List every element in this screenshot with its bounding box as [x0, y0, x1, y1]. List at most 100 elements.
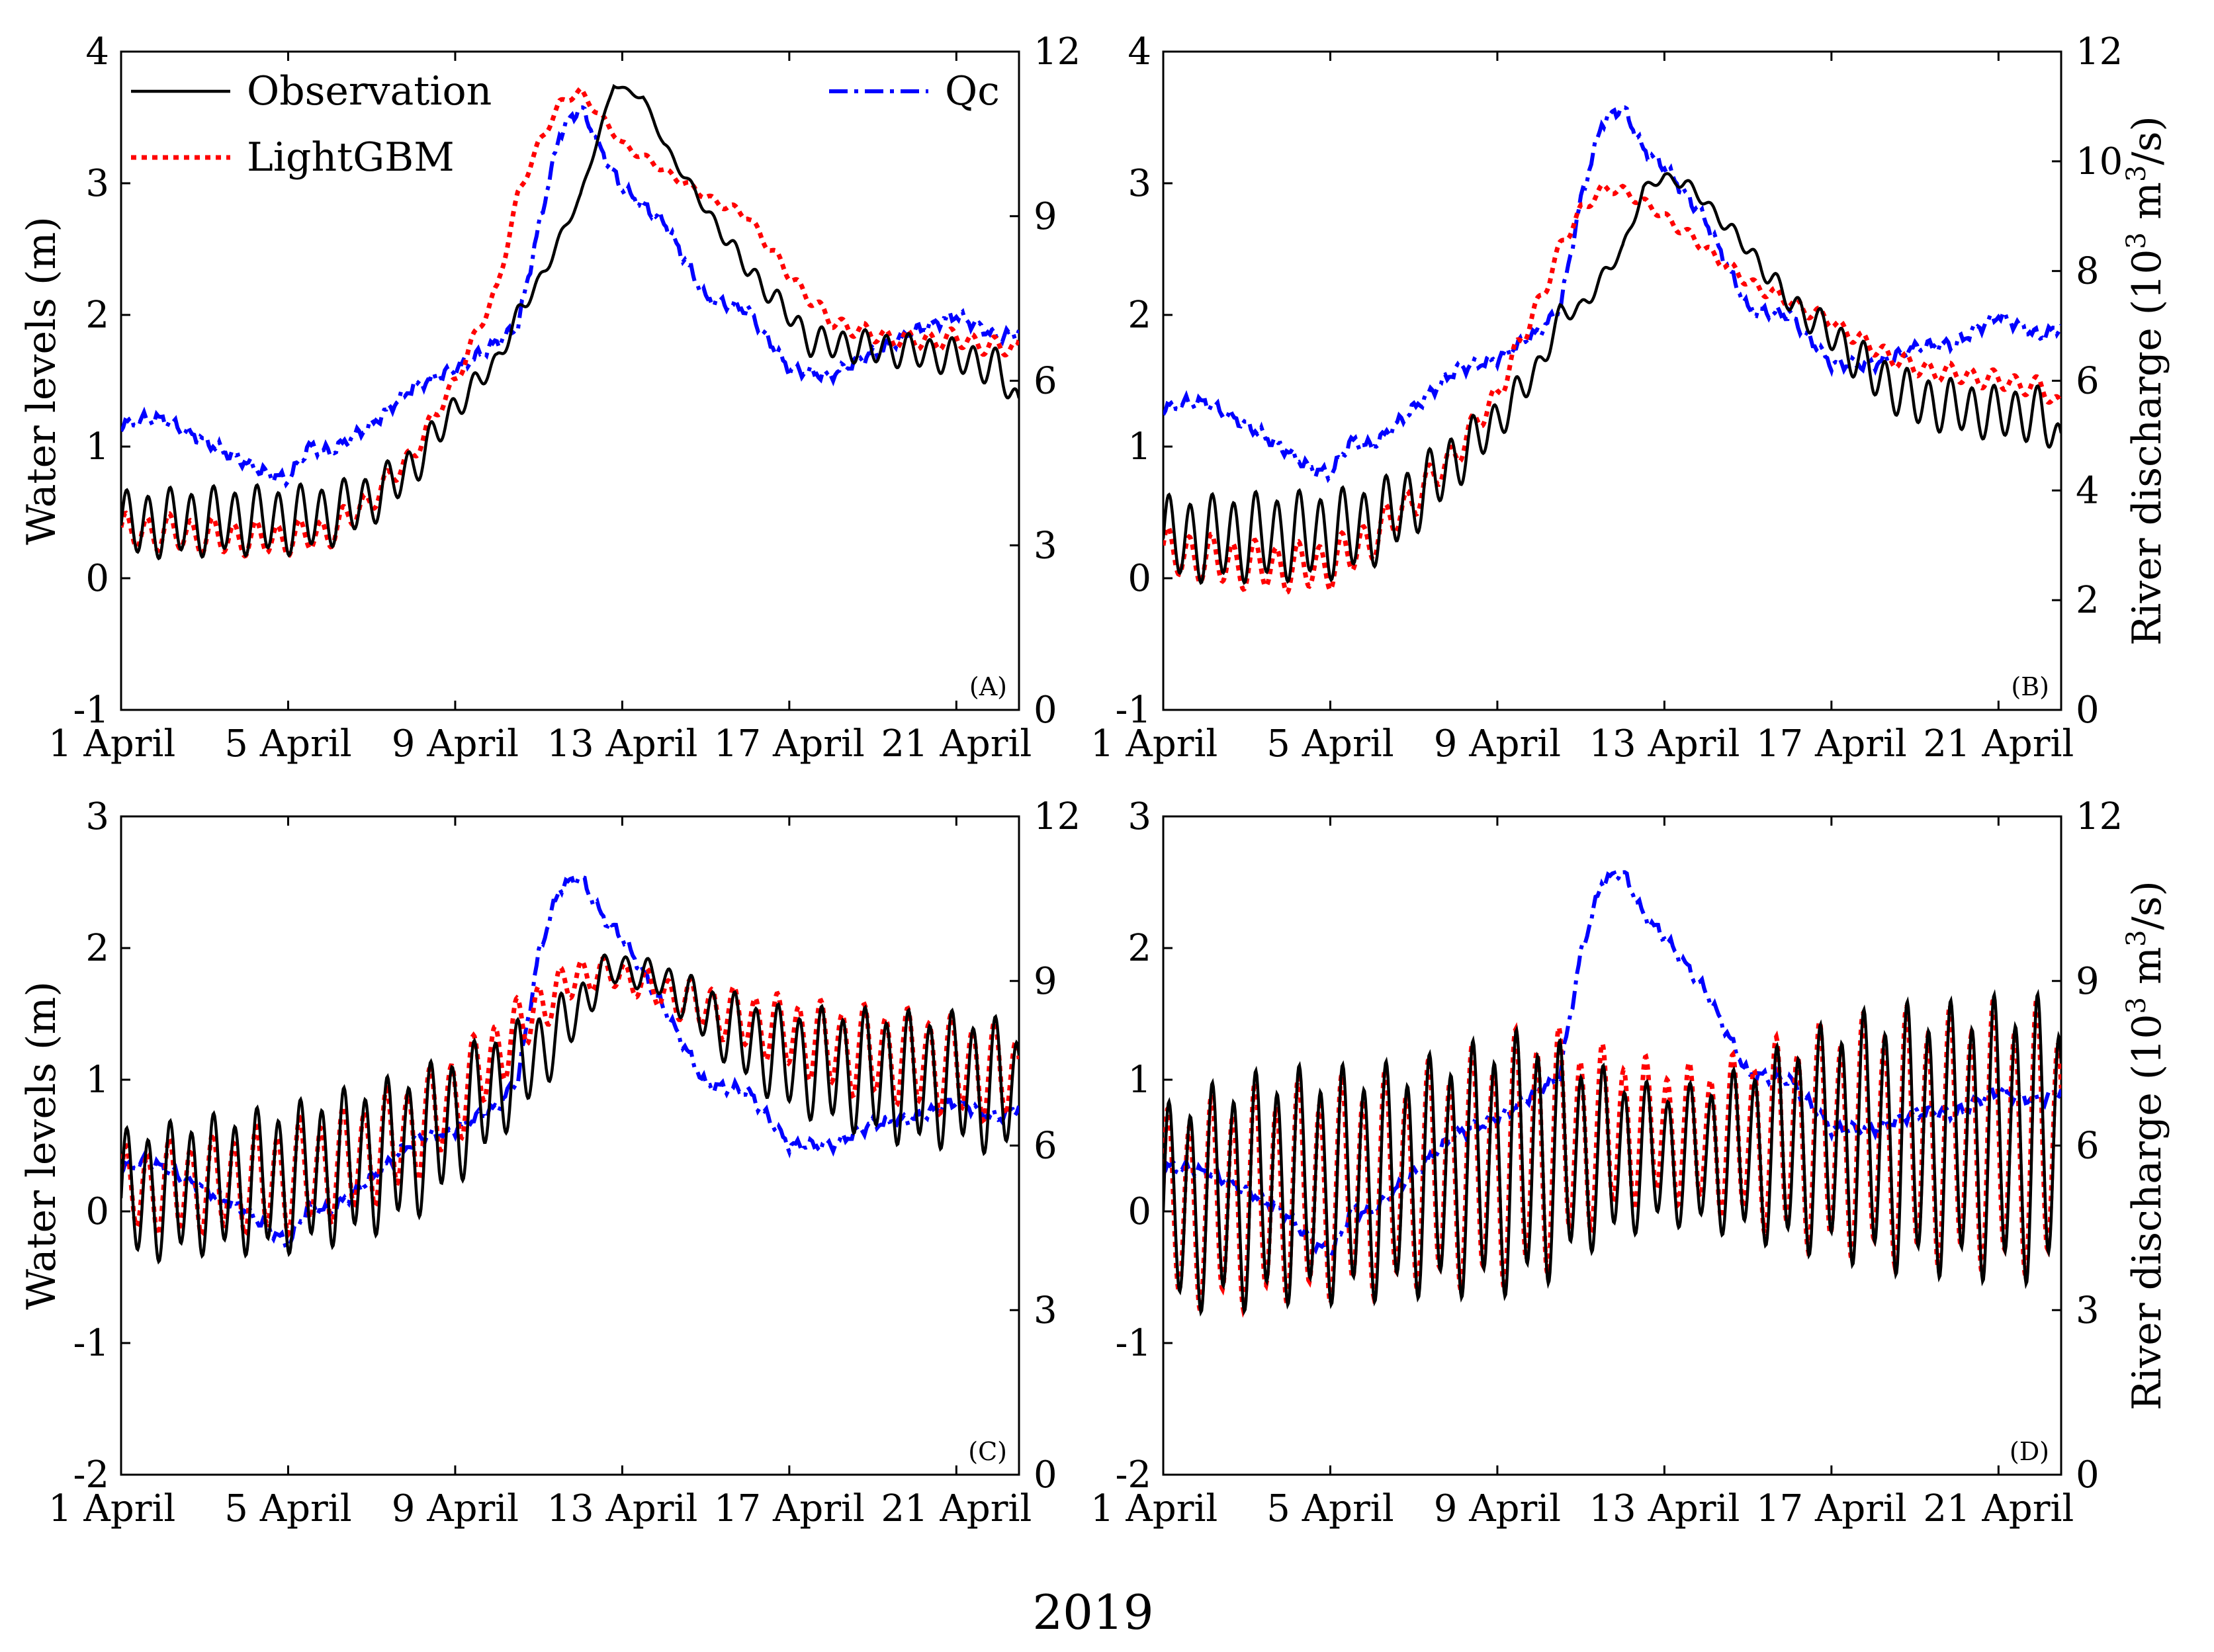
- y-right-tick-label: 0: [2076, 1454, 2100, 1497]
- axis-label-superscript: 3: [2121, 232, 2152, 249]
- y-right-tick-label: 6: [2076, 1125, 2100, 1168]
- x-tick-label: 13 April: [1589, 722, 1740, 765]
- x-tick-label: 5 April: [1266, 1487, 1394, 1530]
- x-tick-label: 5 April: [1266, 722, 1394, 765]
- y-right-tick-label: 2: [2076, 579, 2100, 622]
- y-left-tick-label: 2: [85, 294, 109, 337]
- axis-label-part: River discharge (10: [2124, 1014, 2170, 1410]
- y-right-tick-label: 10: [2076, 140, 2123, 183]
- series-line-observation: [121, 953, 1019, 1265]
- series-line-lightgbm: [121, 955, 1019, 1239]
- y-right-tick-label: 6: [1034, 1125, 1057, 1168]
- axis-label-part: /s): [2124, 881, 2170, 930]
- x-tick-label: 13 April: [1589, 1487, 1740, 1530]
- y-right-tick-label: 0: [2076, 689, 2100, 732]
- y-left-tick-label: 2: [1128, 927, 1151, 970]
- y-right-tick-label: 12: [2076, 795, 2123, 838]
- y-left-tick-label: 2: [1128, 294, 1151, 337]
- axis-label-part: m: [2124, 182, 2170, 232]
- x-tick-label: 9 April: [392, 1487, 519, 1530]
- y-left-tick-label: 0: [1128, 1190, 1151, 1233]
- y-left-tick-label: -1: [1115, 1322, 1151, 1365]
- y-left-tick-label: 3: [1128, 162, 1151, 205]
- series-line-lightgbm: [121, 85, 1019, 559]
- x-tick-label: 1 April: [1090, 1487, 1218, 1530]
- x-tick-label: 1 April: [1090, 722, 1218, 765]
- y-right-tick-label: 12: [1034, 795, 1081, 838]
- x-tick-label: 9 April: [392, 722, 519, 765]
- plot-area: [121, 83, 1019, 561]
- series-line-qc: [121, 105, 1019, 489]
- y-right-tick-label: 12: [2076, 30, 2123, 73]
- x-tick-label: 9 April: [1434, 722, 1561, 765]
- x-tick-label: 17 April: [1756, 722, 1907, 765]
- x-tick-label: 5 April: [224, 1487, 351, 1530]
- y-right-tick-label: 9: [1034, 195, 1057, 238]
- y-left-tick-label: -2: [1115, 1454, 1151, 1497]
- y-right-tick-label: 9: [1034, 960, 1057, 1003]
- legend: Observation LightGBM Qc: [131, 68, 1000, 181]
- panel-tag: (D): [2010, 1437, 2049, 1466]
- y-left-tick-label: 1: [1128, 1059, 1151, 1102]
- y-right-tick-label: 3: [1034, 1289, 1057, 1332]
- panel-tag: (A): [969, 672, 1007, 701]
- y-left-tick-label: 4: [85, 30, 109, 73]
- axis-label-part: River discharge (10: [2124, 249, 2170, 645]
- plot-area: [121, 875, 1019, 1265]
- axis-label-superscript: 3: [2121, 930, 2152, 947]
- axis-label-part: m: [2124, 947, 2170, 997]
- y-right-tick-label: 6: [2076, 360, 2100, 403]
- legend-label-qc: Qc: [945, 68, 1000, 114]
- panel-d: 1 April 5 April 9 April 13 April 17 April 21 …: [1090, 795, 2170, 1530]
- y-right-tick-label: 9: [2076, 960, 2100, 1003]
- axis-label-part: /s): [2124, 116, 2170, 165]
- y-right-tick-label: 3: [1034, 524, 1057, 567]
- legend-label-lightgbm: LightGBM: [247, 134, 455, 181]
- y-right-tick-label: 3: [2076, 1289, 2100, 1332]
- plot-area: [1163, 870, 2061, 1318]
- y-left-tick-label: 3: [85, 162, 109, 205]
- plot-frame: [120, 815, 1020, 1476]
- x-tick-label: 13 April: [547, 1487, 697, 1530]
- panel-c: 1 April 5 April 9 April 13 April 17 April 21 …: [19, 795, 1081, 1530]
- panel-tag: (B): [2011, 672, 2049, 701]
- y-left-tick-label: 0: [1128, 557, 1151, 600]
- series-line-qc: [121, 875, 1019, 1252]
- series-line-observation: [121, 83, 1019, 561]
- x-tick-label: 1 April: [48, 722, 175, 765]
- y-left-tick-label: -1: [73, 689, 109, 732]
- y-right-tick-label: 12: [1034, 30, 1081, 73]
- y-left-tick-label: 1: [85, 425, 109, 468]
- x-tick-label: 17 April: [714, 1487, 865, 1530]
- y-left-tick-label: 1: [85, 1059, 109, 1102]
- y-right-tick-label: 4: [2076, 469, 2100, 512]
- x-tick-label: 17 April: [1756, 1487, 1907, 1530]
- axis-label-superscript: 3: [2121, 997, 2152, 1014]
- legend-label-observation: Observation: [247, 68, 492, 114]
- x-tick-label: 13 April: [547, 722, 697, 765]
- x-tick-label: 5 April: [224, 722, 351, 765]
- x-tick-label: 21 April: [1923, 722, 2074, 765]
- panel-b: 1 April 5 April 9 April 13 April 17 April 21 …: [1090, 30, 2170, 765]
- y-right-tick-label: 0: [1034, 1454, 1057, 1497]
- x-tick-label: 21 April: [881, 1487, 1032, 1530]
- x-tick-label: 21 April: [881, 722, 1032, 765]
- series-line-observation: [1163, 172, 2061, 586]
- panel-tag: (C): [968, 1437, 1007, 1466]
- plot-frame: [1162, 50, 2062, 711]
- x-tick-label: 21 April: [1923, 1487, 2074, 1530]
- y-right-tick-label: 8: [2076, 250, 2100, 293]
- series-line-observation: [1163, 988, 2061, 1317]
- figure-caption: 2019: [1032, 1585, 1153, 1640]
- series-line-qc: [1163, 105, 2061, 484]
- y-left-tick-label: 1: [1128, 425, 1151, 468]
- y-left-tick-label: 3: [1128, 795, 1151, 838]
- y-left-tick-label: -1: [73, 1322, 109, 1365]
- y-right-axis-label: River discharge (103 m3/s): [2121, 116, 2170, 646]
- plot-area: [1163, 105, 2061, 595]
- plot-frame: [1162, 815, 2062, 1476]
- y-left-axis-label: Water levels (m): [19, 216, 65, 544]
- x-tick-label: 1 April: [48, 1487, 175, 1530]
- y-left-tick-label: 2: [85, 927, 109, 970]
